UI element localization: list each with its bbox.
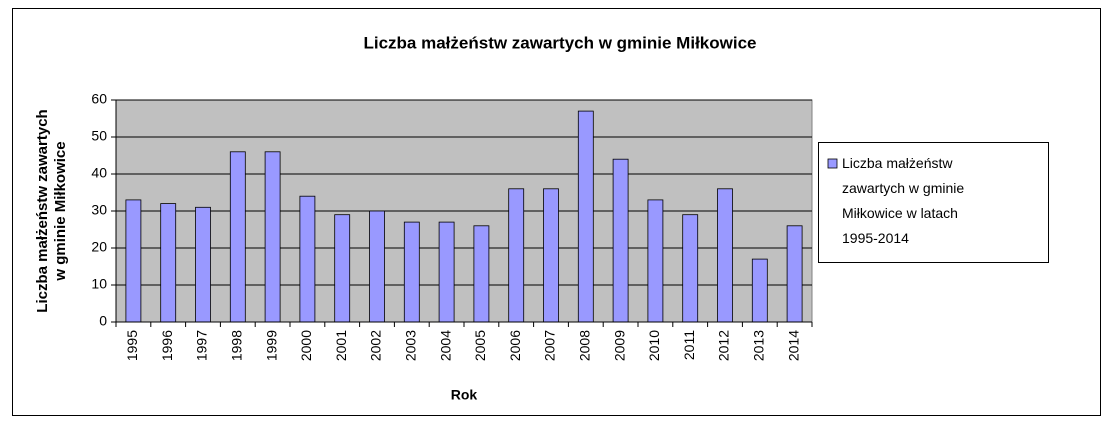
bar [195,206,211,323]
x-tick-label: 1999 [263,330,279,361]
bar [160,203,177,323]
bar [612,158,629,323]
x-tick-label: 2005 [472,330,488,361]
x-tick-label: 2010 [646,330,662,361]
x-tick-label: 2012 [716,330,732,361]
legend-box [818,142,1049,263]
x-tick-label: 1998 [229,330,245,361]
bar [508,188,525,323]
x-tick-label: 2000 [298,330,314,361]
y-axis-title: Liczba małżeństw zawartychw gminie Miłko… [34,109,69,312]
x-tick-label: 2013 [751,330,767,361]
bar [647,199,664,323]
y-tick-label: 60 [91,91,107,107]
bar [264,151,281,323]
x-tick-label: 2011 [681,330,697,360]
bar [438,221,455,323]
x-tick-label: 2003 [403,330,419,361]
x-tick-label: 2004 [437,330,453,361]
bar [299,195,316,323]
bar [682,214,699,323]
x-tick-label: 2006 [507,330,523,361]
x-tick-label: 2001 [333,330,349,361]
x-tick-label: 1997 [194,330,210,361]
bar [786,225,803,323]
x-axis-title: Rok [451,387,478,403]
y-tick-label: 40 [91,165,107,181]
x-tick-label: 2014 [785,330,801,361]
bar [229,151,246,323]
bar [577,110,594,323]
bar [543,188,559,323]
y-tick-label: 10 [91,276,107,292]
x-tick-label: 1996 [159,330,175,361]
legend-swatch [827,158,838,169]
legend-label: Liczba małżeństw zawartych w gminie Miłkow… [842,155,964,246]
bar [334,214,351,323]
x-tick-label: 2002 [368,330,384,361]
y-tick-label: 20 [91,239,107,255]
x-tick-label: 2008 [577,330,593,361]
x-tick-label: 1995 [124,330,140,361]
y-tick-label: 30 [91,202,107,218]
x-tick-label: 2009 [611,330,627,361]
y-tick-label: 50 [91,128,107,144]
bar [751,258,768,323]
bar [717,188,733,323]
chart-title: Liczba małżeństw zawartych w gminie Miłk… [363,33,756,52]
bar [369,210,385,323]
y-tick-label: 0 [99,313,107,329]
x-tick-label: 2007 [542,330,558,361]
bar [125,199,142,323]
bar [403,221,420,323]
bar [473,225,490,323]
